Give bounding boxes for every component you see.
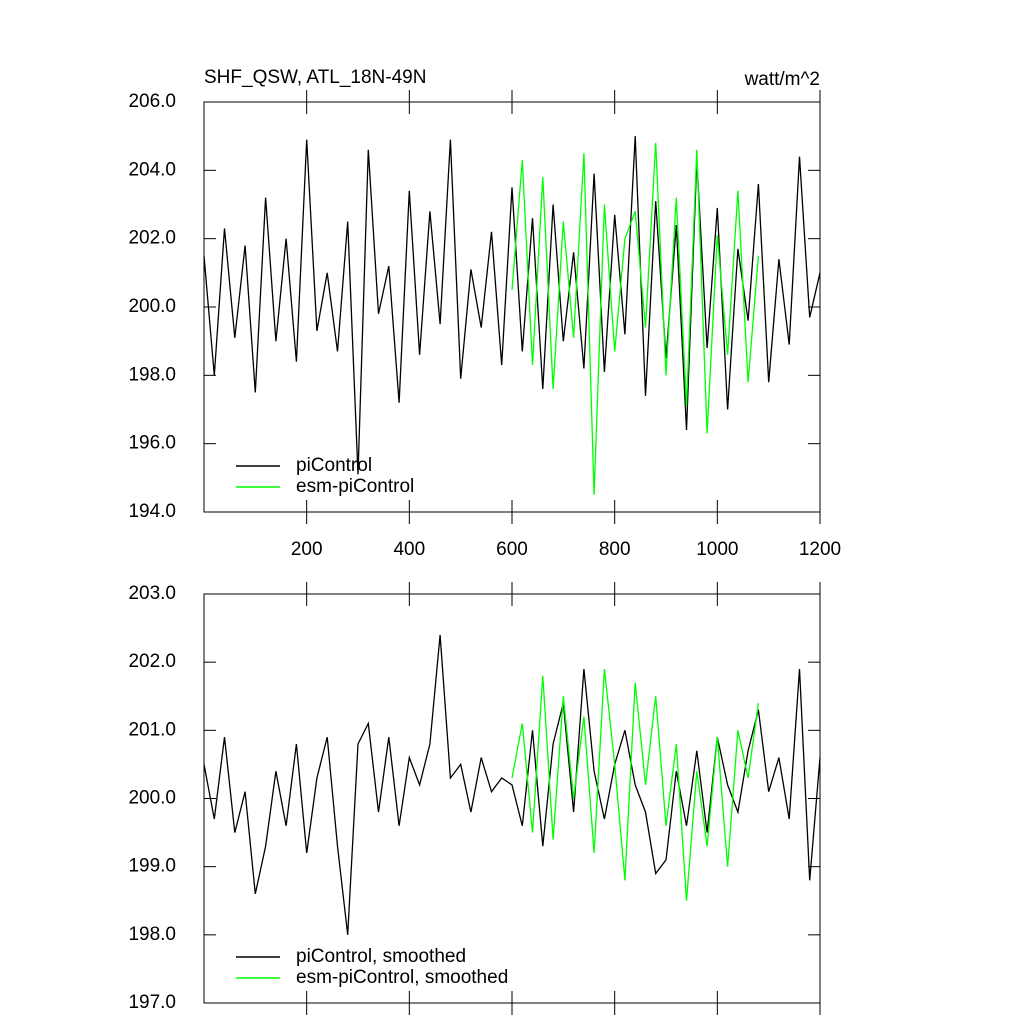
legend-label: esm-piControl [296,476,414,497]
legend-label: esm-piControl, smoothed [296,967,508,988]
y-tick-label: 203.0 [128,583,176,604]
y-tick-label: 196.0 [128,433,176,454]
series-line [203,136,821,475]
y-tick-label: 202.0 [128,228,176,249]
x-tick-label: 800 [599,539,631,560]
x-tick-label: 600 [496,539,528,560]
chart-title: SHF_QSW, ATL_18N-49N [204,67,426,88]
y-tick-label: 194.0 [128,501,176,522]
y-tick-label: 197.0 [128,992,176,1013]
series-line [511,668,760,901]
y-tick-label: 206.0 [128,91,176,112]
units-label: watt/m^2 [744,69,820,90]
y-tick-label: 199.0 [128,856,176,877]
series-line [203,634,821,935]
series-line [511,142,760,495]
y-tick-label: 200.0 [128,296,176,317]
x-tick-label: 400 [393,539,425,560]
x-tick-label: 1000 [696,539,738,560]
y-tick-label: 202.0 [128,651,176,672]
y-tick-label: 204.0 [128,159,176,180]
plot-frame [203,593,821,1004]
legend-label: piControl, smoothed [296,946,466,967]
y-tick-label: 200.0 [128,788,176,809]
y-tick-label: 198.0 [128,364,176,385]
plot-frame [203,101,821,513]
legend-label: piControl [296,455,372,476]
x-tick-label: 1200 [799,539,841,560]
x-tick-label: 200 [291,539,323,560]
y-tick-label: 201.0 [128,719,176,740]
y-tick-label: 198.0 [128,924,176,945]
